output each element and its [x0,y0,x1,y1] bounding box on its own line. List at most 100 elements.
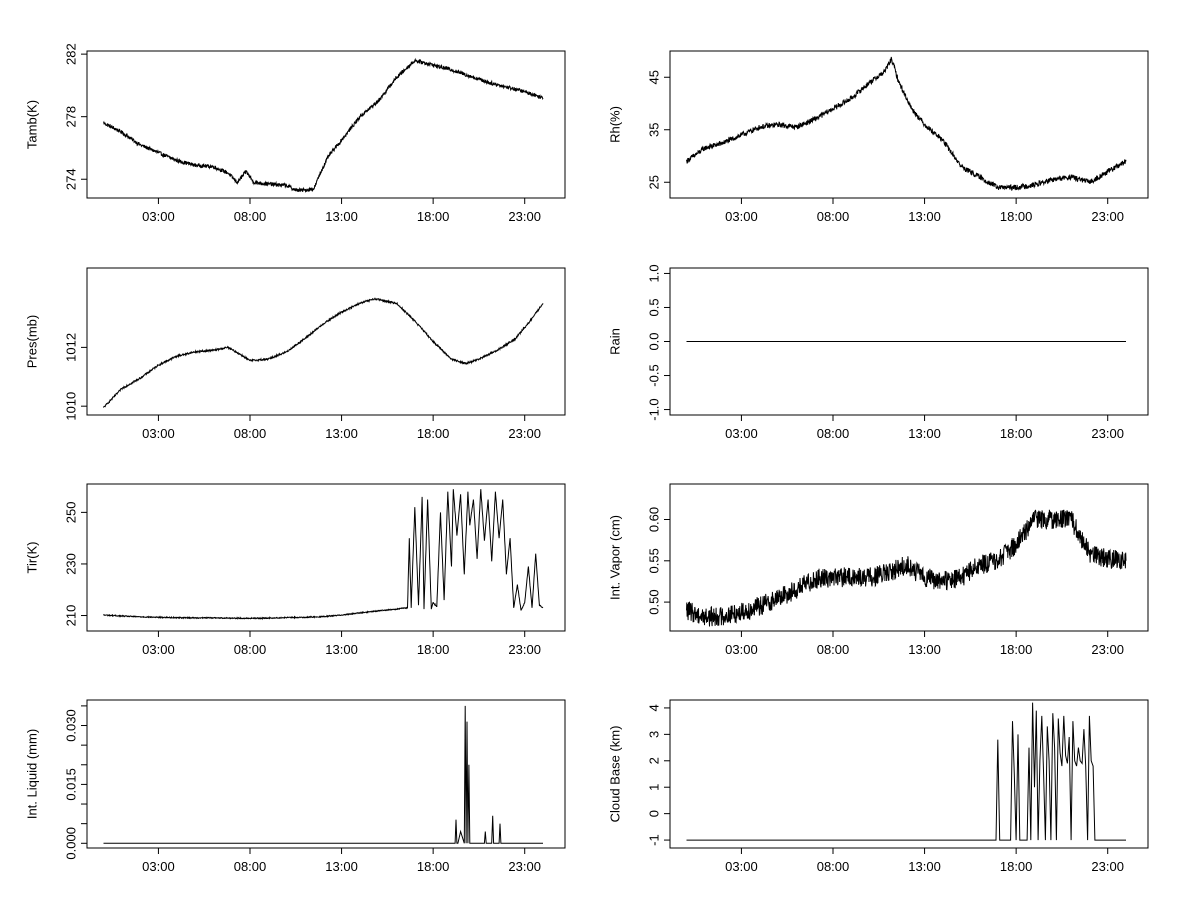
y-axis-title-tir: Tir(K) [25,541,40,573]
y-tick-label-cloudbase-5: 4 [647,704,662,711]
panel-tir: 03:00 08:00 13:00 18:00 23:00 210 230 250 Tir(K) [25,483,566,657]
y-axis-title-pres: Pres(mb) [25,315,40,368]
panel-vapor: 03:00 08:00 13:00 18:00 23:00 0.50 0.55 0.60 Int… [608,483,1149,657]
y-tick-label-rain-3: 0.5 [647,298,662,316]
y-tick-label-tamb-0: 274 [64,168,79,190]
series-line-tamb [103,57,544,193]
y-tick-label-liquid-0: 0.000 [64,827,79,860]
x-tick-label-tir-2: 13:00 [325,642,358,657]
y-axis-title-rh: Rh(%) [608,106,623,143]
plot-frame-tamb [86,50,566,199]
y-tick-label-tir-1: 230 [64,553,79,575]
x-tick-label-vapor-3: 18:00 [1000,642,1033,657]
y-tick-label-cloudbase-3: 2 [647,757,662,764]
y-tick-label-rain-1: -0.5 [647,364,662,386]
panel-pres: 03:00 08:00 13:00 18:00 23:00 1010 1012 Pres(mb… [25,267,566,441]
x-tick-label-pres-0: 03:00 [142,426,175,441]
x-tick-label-rain-0: 03:00 [725,426,758,441]
plot-frame-vapor [669,483,1149,632]
x-tick-label-vapor-0: 03:00 [725,642,758,657]
x-tick-label-liquid-4: 23:00 [508,859,541,874]
x-tick-label-tamb-1: 08:00 [234,209,267,224]
x-tick-label-rh-2: 13:00 [908,209,941,224]
series-line-cloudbase [686,702,1126,841]
x-tick-label-rh-1: 08:00 [817,209,850,224]
plot-frame-liquid [86,699,566,849]
panel-rain: 03:00 08:00 13:00 18:00 23:00 -1.0 -0.5 0.0 0.5 1… [608,264,1149,441]
x-tick-label-rain-4: 23:00 [1091,426,1124,441]
y-tick-label-rh-1: 35 [647,123,662,137]
x-tick-label-tir-0: 03:00 [142,642,175,657]
panel-cloudbase: 03:00 08:00 13:00 18:00 23:00 -1 0 1 2 3 4 Cloud Ba… [608,699,1149,874]
x-tick-label-vapor-4: 23:00 [1091,642,1124,657]
x-tick-label-rain-3: 18:00 [1000,426,1033,441]
x-tick-label-pres-3: 18:00 [417,426,450,441]
y-axis-title-tamb: Tamb(K) [25,100,40,149]
y-tick-label-vapor-0: 0.50 [647,589,662,614]
y-tick-label-rain-2: 0.0 [647,332,662,350]
x-tick-label-pres-1: 08:00 [234,426,267,441]
y-axis-title-liquid: Int. Liquid (mm) [25,729,40,819]
x-tick-label-tamb-3: 18:00 [417,209,450,224]
y-tick-label-cloudbase-1: 0 [647,810,662,817]
y-tick-label-tir-2: 250 [64,502,79,524]
y-tick-label-pres-1: 1012 [64,333,79,362]
y-tick-label-pres-0: 1010 [64,392,79,421]
x-tick-label-pres-2: 13:00 [325,426,358,441]
panel-rh: 03:00 08:00 13:00 18:00 23:00 25 35 45 Rh(%) [608,50,1149,224]
plot-frame-pres [86,267,566,416]
plot-frame-tir [86,483,566,632]
series-line-liquid [103,705,543,844]
y-tick-label-vapor-1: 0.55 [647,548,662,573]
x-tick-label-cloudbase-4: 23:00 [1091,859,1124,874]
y-tick-label-liquid-3: 0.015 [64,768,79,801]
y-axis-title-vapor: Int. Vapor (cm) [608,515,623,600]
series-line-tir [103,489,544,621]
y-tick-label-rh-2: 45 [647,70,662,84]
y-tick-label-rain-0: -1.0 [647,398,662,420]
y-axis-title-rain: Rain [608,328,623,355]
y-tick-label-tamb-1: 278 [64,106,79,128]
plot-frame-rh [669,50,1149,199]
panel-tamb: 03:00 08:00 13:00 18:00 23:00 274 278 282 Tamb(K… [25,43,566,224]
plot-frame-cloudbase [669,699,1149,849]
x-tick-label-liquid-0: 03:00 [142,859,175,874]
y-tick-label-tamb-2: 282 [64,43,79,65]
y-axis-title-cloudbase: Cloud Base (km) [608,726,623,823]
y-tick-label-cloudbase-4: 3 [647,731,662,738]
x-tick-label-rain-2: 13:00 [908,426,941,441]
x-tick-label-tir-3: 18:00 [417,642,450,657]
x-tick-label-pres-4: 23:00 [508,426,541,441]
y-tick-label-tir-0: 210 [64,605,79,627]
y-tick-label-rh-0: 25 [647,175,662,189]
y-tick-label-liquid-6: 0.030 [64,709,79,742]
x-tick-label-rh-0: 03:00 [725,209,758,224]
y-tick-label-vapor-2: 0.60 [647,507,662,532]
x-tick-label-vapor-1: 08:00 [817,642,850,657]
x-tick-label-liquid-3: 18:00 [417,859,450,874]
x-tick-label-cloudbase-1: 08:00 [817,859,850,874]
y-tick-label-cloudbase-2: 1 [647,784,662,791]
x-tick-label-tamb-0: 03:00 [142,209,175,224]
x-tick-label-cloudbase-3: 18:00 [1000,859,1033,874]
x-tick-label-rain-1: 08:00 [817,426,850,441]
series-line-pres [103,297,544,408]
x-tick-label-cloudbase-2: 13:00 [908,859,941,874]
x-tick-label-tir-4: 23:00 [508,642,541,657]
x-tick-label-rh-4: 23:00 [1091,209,1124,224]
x-tick-label-vapor-2: 13:00 [908,642,941,657]
x-tick-label-liquid-2: 13:00 [325,859,358,874]
series-line-vapor [686,509,1127,627]
y-tick-label-cloudbase-0: -1 [647,834,662,846]
x-tick-label-liquid-1: 08:00 [234,859,267,874]
x-tick-label-tamb-2: 13:00 [325,209,358,224]
panel-liquid: 03:00 08:00 13:00 18:00 23:00 0.000 0.015 0.030… [25,699,566,874]
series-line-rh [686,56,1127,191]
x-tick-label-tamb-4: 23:00 [508,209,541,224]
x-tick-label-tir-1: 08:00 [234,642,267,657]
y-tick-label-rain-4: 1.0 [647,264,662,282]
x-tick-label-cloudbase-0: 03:00 [725,859,758,874]
x-tick-label-rh-3: 18:00 [1000,209,1033,224]
